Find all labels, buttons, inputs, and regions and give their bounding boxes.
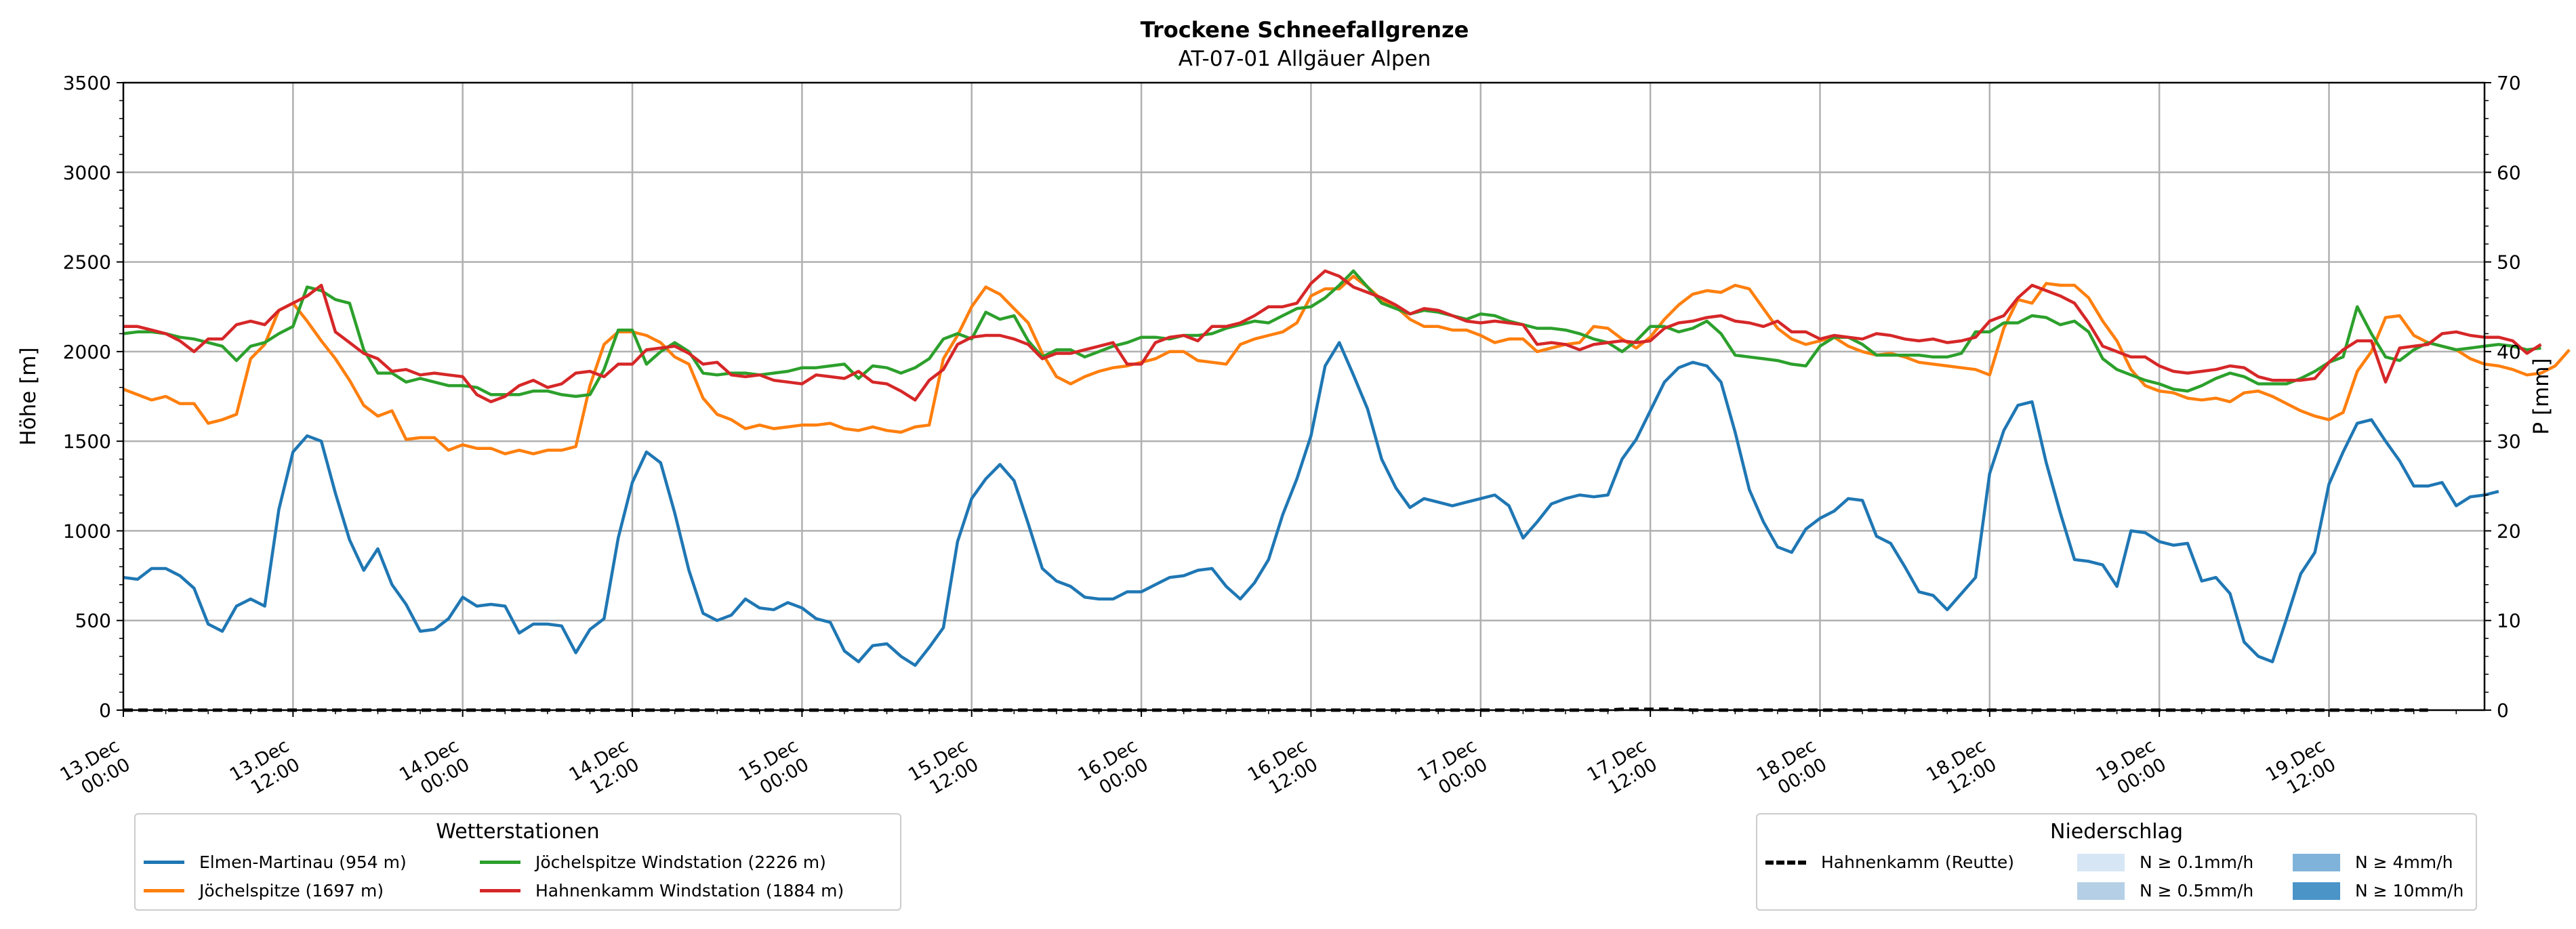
y-tick-label-right: 40 — [2497, 341, 2521, 363]
y-tick-label-left: 500 — [75, 610, 111, 632]
y-tick-label-left: 0 — [99, 699, 111, 722]
chart-title: Trockene Schneefallgrenze — [1141, 17, 1469, 43]
y-axis-label-left: Höhe [m] — [16, 347, 41, 445]
legend-swatch-joechelspitze — [144, 889, 184, 892]
legend-label-precip-01: N ≥ 0.1mm/h — [2140, 852, 2254, 872]
legend-label-precip-10: N ≥ 10mm/h — [2355, 881, 2464, 901]
legend-label-joechelspitze-wind: Jöchelspitze Windstation (2226 m) — [535, 852, 826, 872]
y-tick-label-left: 3000 — [63, 161, 111, 184]
y-tick-label-right: 10 — [2497, 610, 2521, 632]
legend-label-hahnenkamm-reutte: Hahnenkamm (Reutte) — [1821, 852, 2015, 872]
legend-entry-joechelspitze: Jöchelspitze (1697 m) — [144, 881, 384, 901]
legend-entry-precip-10: N ≥ 10mm/h — [2293, 881, 2463, 901]
series-line-1 — [123, 274, 2571, 455]
legend-label-precip-4: N ≥ 4mm/h — [2355, 852, 2453, 872]
legend-entry-hahnenkamm-wind: Hahnenkamm Windstation (1884 m) — [480, 881, 844, 901]
legend-entry-elmen: Elmen-Martinau (954 m) — [144, 852, 407, 872]
grid-lines — [123, 83, 2485, 710]
series-line-2 — [123, 269, 2541, 398]
legend-entry-precip-4: N ≥ 4mm/h — [2293, 852, 2453, 872]
legend-swatch-precip-05 — [2077, 882, 2125, 900]
y-tick-label-right: 50 — [2497, 251, 2521, 274]
y-tick-label-left: 1000 — [63, 520, 111, 542]
series-line-0 — [123, 341, 2499, 667]
y-tick-label-right: 60 — [2497, 161, 2521, 184]
y-tick-label-right: 30 — [2497, 430, 2521, 453]
legend-entry-precip-01: N ≥ 0.1mm/h — [2077, 852, 2253, 872]
legend-entry-joechelspitze-wind: Jöchelspitze Windstation (2226 m) — [480, 852, 826, 872]
y-tick-label-right: 0 — [2497, 699, 2509, 722]
y-tick-label-left: 2000 — [63, 341, 111, 363]
legend-label-elmen: Elmen-Martinau (954 m) — [199, 852, 407, 872]
legend-precipitation-title: Niederschlag — [2050, 820, 2183, 844]
chart-subtitle: AT-07-01 Allgäuer Alpen — [1179, 47, 1431, 71]
plot-frame — [122, 81, 2486, 711]
y-tick-label-left: 1500 — [63, 430, 111, 453]
series-line-3 — [123, 269, 2542, 404]
y-tick-label-left: 2500 — [63, 251, 111, 274]
legend-label-hahnenkamm-wind: Hahnenkamm Windstation (1884 m) — [535, 881, 844, 901]
legend-stations-title: Wetterstationen — [436, 820, 600, 844]
legend-stations: Wetterstationen Elmen-Martinau (954 m) J… — [134, 813, 901, 911]
legend-entry-precip-05: N ≥ 0.5mm/h — [2077, 881, 2253, 901]
legend-swatch-hahnenkamm-wind — [480, 889, 520, 892]
legend-precipitation: Niederschlag Hahnenkamm (Reutte) N ≥ 0.1… — [1756, 813, 2477, 911]
legend-swatch-precip-01 — [2077, 853, 2125, 871]
legend-swatch-precip-4 — [2293, 853, 2340, 871]
legend-entry-hahnenkamm-reutte: Hahnenkamm (Reutte) — [1765, 852, 2014, 872]
y-tick-label-left: 3500 — [63, 72, 111, 94]
y-axis-label-right: P [mm] — [2529, 358, 2554, 434]
legend-label-precip-05: N ≥ 0.5mm/h — [2140, 881, 2254, 901]
series-layer — [123, 269, 2571, 712]
y-tick-label-right: 20 — [2497, 520, 2521, 542]
legend-swatch-precip-10 — [2293, 882, 2340, 900]
legend-swatch-elmen — [144, 861, 184, 864]
legend-swatch-joechelspitze-wind — [480, 861, 520, 864]
legend-swatch-hahnenkamm-reutte — [1765, 860, 1806, 865]
legend-label-joechelspitze: Jöchelspitze (1697 m) — [199, 881, 384, 901]
y-tick-label-right: 70 — [2497, 72, 2521, 94]
